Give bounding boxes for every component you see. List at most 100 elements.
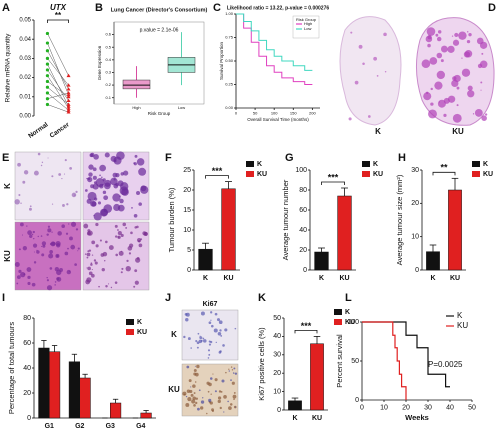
tissue-texture bbox=[62, 204, 65, 207]
tissue-texture bbox=[467, 85, 473, 91]
pair-line bbox=[47, 75, 69, 109]
tissue-texture bbox=[134, 154, 138, 158]
significance-bracket bbox=[321, 181, 345, 185]
tissue-texture bbox=[90, 263, 93, 266]
point bbox=[45, 56, 50, 61]
tissue-texture bbox=[452, 113, 462, 123]
tissue-texture bbox=[87, 250, 90, 253]
legend-label: KU bbox=[137, 329, 147, 336]
panel-letter: A bbox=[2, 2, 10, 14]
point bbox=[66, 108, 71, 112]
tissue-texture bbox=[54, 266, 60, 272]
legend-swatch bbox=[334, 309, 342, 315]
x-tick-label: KU bbox=[312, 415, 322, 422]
tissue-texture bbox=[83, 223, 89, 229]
tissue-texture bbox=[447, 45, 455, 53]
pair-line bbox=[47, 92, 69, 111]
point bbox=[45, 31, 50, 36]
tissue-texture bbox=[481, 115, 487, 121]
tissue-texture bbox=[63, 173, 66, 175]
tissue-texture bbox=[190, 393, 194, 397]
tissue-texture bbox=[29, 205, 32, 208]
point bbox=[45, 91, 50, 95]
tissue-texture bbox=[207, 390, 210, 393]
significance-bracket bbox=[205, 175, 229, 179]
legend-label: K bbox=[483, 161, 488, 168]
bar bbox=[288, 400, 302, 411]
tissue-texture bbox=[101, 176, 103, 179]
y-tick-label: 20 bbox=[299, 247, 307, 254]
tissue-texture bbox=[185, 318, 189, 322]
x-tick-label: 0 bbox=[360, 404, 364, 411]
tissue-texture bbox=[101, 267, 105, 272]
tissue-texture bbox=[461, 68, 471, 77]
tissue-texture bbox=[56, 254, 59, 258]
tissue-texture bbox=[16, 275, 21, 280]
tissue-texture bbox=[230, 366, 233, 368]
tissue-texture bbox=[99, 174, 101, 177]
tissue-texture bbox=[427, 34, 432, 40]
panel-label: K bbox=[3, 183, 12, 189]
x-tick-label: 30 bbox=[424, 404, 432, 411]
tissue-texture bbox=[116, 151, 125, 160]
tissue-texture bbox=[232, 372, 235, 374]
panel-label: KU bbox=[452, 127, 464, 136]
point bbox=[66, 92, 71, 97]
tissue-texture bbox=[56, 243, 61, 248]
tissue-texture bbox=[218, 390, 222, 393]
tissue-texture bbox=[86, 267, 88, 269]
tissue-texture bbox=[232, 394, 237, 399]
tissue-texture bbox=[40, 235, 43, 237]
legend-swatch bbox=[472, 161, 480, 167]
tissue-texture bbox=[136, 158, 145, 166]
panel-letter: D bbox=[488, 2, 496, 14]
annotation: Likelihood ratio = 13.22, p-value = 0.00… bbox=[227, 5, 329, 11]
tissue-texture bbox=[65, 232, 69, 235]
y-axis-label: Average tumour size (mm²) bbox=[395, 174, 404, 265]
point bbox=[66, 110, 71, 114]
tissue-texture bbox=[195, 397, 199, 400]
y-tick-label: 20 bbox=[273, 370, 281, 377]
bar bbox=[221, 188, 236, 271]
tissue-texture bbox=[183, 393, 186, 396]
panel-label: KU bbox=[3, 250, 12, 262]
y-tick-label: 0 bbox=[303, 267, 307, 274]
point bbox=[66, 98, 71, 103]
point bbox=[66, 90, 71, 95]
legend-label: KU bbox=[483, 171, 493, 178]
tissue-texture bbox=[125, 227, 128, 229]
tissue-texture bbox=[17, 162, 21, 167]
tissue-texture bbox=[430, 87, 433, 91]
x-tick-label: G1 bbox=[45, 423, 54, 430]
tissue-texture bbox=[120, 271, 123, 274]
point bbox=[66, 73, 71, 78]
panel-letter: J bbox=[165, 292, 171, 304]
tissue-texture bbox=[85, 279, 91, 285]
tissue-texture bbox=[218, 351, 222, 354]
tissue-texture bbox=[94, 261, 98, 265]
bar bbox=[337, 195, 352, 271]
tissue-texture bbox=[84, 189, 88, 192]
tissue-texture bbox=[51, 175, 54, 178]
tissue-texture bbox=[214, 312, 218, 316]
y-tick-label: 80 bbox=[23, 315, 31, 322]
y-tick-label: 40 bbox=[299, 227, 307, 234]
tissue-texture bbox=[217, 399, 221, 404]
tissue-texture bbox=[211, 410, 214, 413]
tissue-texture bbox=[216, 318, 220, 322]
tissue-texture bbox=[464, 49, 473, 58]
chart-title: UTX bbox=[50, 3, 67, 12]
tissue-texture bbox=[196, 346, 199, 349]
y-tick-label: 1.00 bbox=[225, 11, 234, 16]
tissue-texture bbox=[49, 267, 53, 270]
point bbox=[66, 83, 71, 87]
tissue-texture bbox=[114, 235, 118, 238]
tissue-texture bbox=[479, 41, 488, 49]
tissue-texture bbox=[41, 161, 44, 164]
bar bbox=[426, 251, 440, 271]
tissue-texture bbox=[217, 332, 222, 336]
tissue-texture bbox=[206, 412, 208, 415]
tissue-texture bbox=[212, 373, 214, 375]
panel-letter: L bbox=[345, 292, 352, 304]
